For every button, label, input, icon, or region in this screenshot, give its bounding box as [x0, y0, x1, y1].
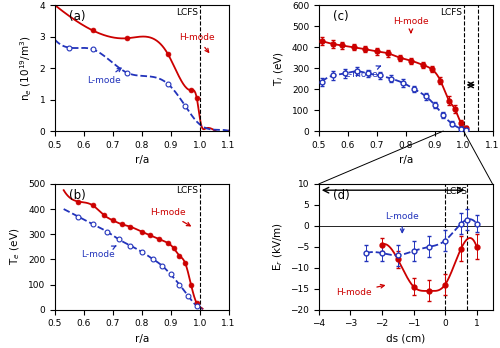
- X-axis label: r/a: r/a: [134, 155, 149, 165]
- Text: H-mode: H-mode: [180, 33, 215, 52]
- Text: (b): (b): [69, 189, 86, 202]
- Text: H-mode: H-mode: [150, 208, 190, 226]
- Text: LCFS: LCFS: [445, 187, 467, 196]
- Text: LCFS: LCFS: [176, 8, 198, 17]
- Text: H-mode: H-mode: [336, 284, 384, 296]
- X-axis label: ds (cm): ds (cm): [386, 334, 426, 344]
- Y-axis label: T$_i$ (eV): T$_i$ (eV): [273, 51, 286, 86]
- Text: (c): (c): [333, 10, 348, 23]
- Text: L-mode: L-mode: [82, 246, 116, 259]
- Text: LCFS: LCFS: [176, 187, 198, 196]
- Y-axis label: T$_e$ (eV): T$_e$ (eV): [9, 228, 22, 266]
- Text: (d): (d): [333, 189, 349, 202]
- Text: L-mode: L-mode: [344, 66, 380, 79]
- Text: LCFS: LCFS: [440, 8, 462, 17]
- Y-axis label: E$_r$ (kV/m): E$_r$ (kV/m): [271, 222, 284, 271]
- X-axis label: r/a: r/a: [398, 155, 413, 165]
- Text: L-mode: L-mode: [386, 212, 419, 232]
- Text: (a): (a): [69, 10, 86, 23]
- Y-axis label: n$_e$ (10$^{19}$/m$^3$): n$_e$ (10$^{19}$/m$^3$): [18, 35, 34, 101]
- Text: L-mode: L-mode: [86, 68, 121, 85]
- X-axis label: r/a: r/a: [134, 334, 149, 344]
- Text: H-mode: H-mode: [393, 17, 428, 33]
